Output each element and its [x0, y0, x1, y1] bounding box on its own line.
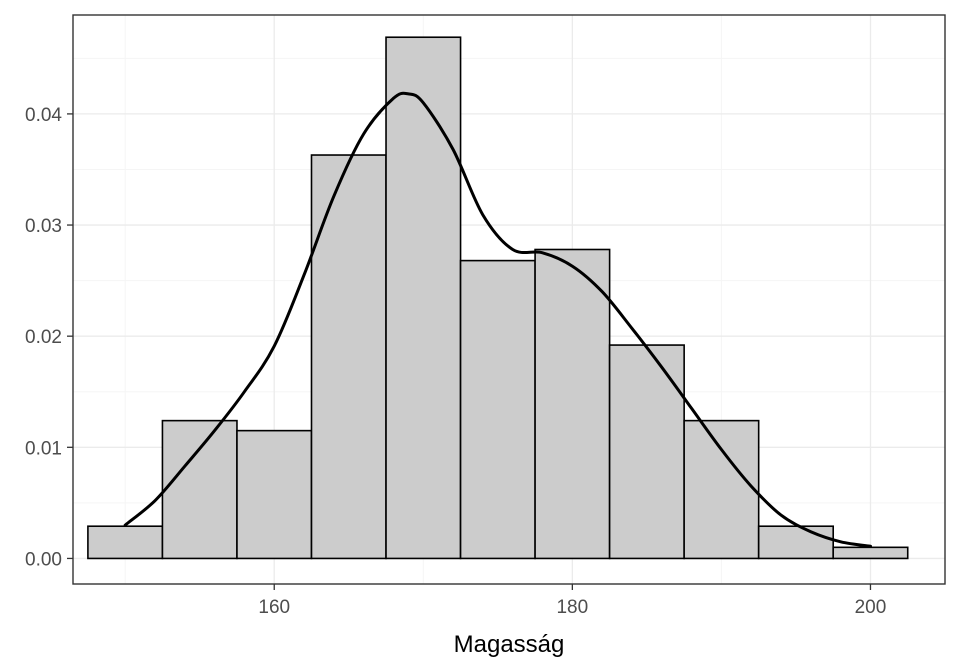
- histogram-bar: [459, 259, 536, 560]
- y-tick-label: 0.03: [25, 216, 62, 237]
- histogram-bar: [87, 525, 164, 560]
- histogram-bar: [310, 154, 387, 560]
- x-tick-label: 180: [556, 597, 588, 618]
- histogram-bar: [683, 419, 760, 560]
- y-tick-label: 0.00: [25, 549, 62, 570]
- histogram-bar: [832, 546, 909, 560]
- y-axis-ticks: 0.00 0.01 0.02 0.03 0.04: [25, 105, 73, 570]
- y-tick-label: 0.02: [25, 327, 62, 348]
- histogram-bar: [757, 525, 835, 560]
- y-tick-label: 0.04: [25, 105, 62, 126]
- panel-border: [72, 14, 946, 585]
- histogram-bar: [385, 36, 462, 560]
- x-tick-label: 200: [855, 597, 887, 618]
- y-tick-label: 0.01: [25, 438, 62, 459]
- density-curve: [123, 91, 872, 548]
- histogram-bar: [608, 344, 685, 560]
- x-axis-ticks: 160 180 200: [258, 584, 886, 618]
- x-tick-label: 160: [258, 597, 290, 618]
- x-axis-title: Magasság: [454, 631, 565, 658]
- histogram-bar: [534, 248, 611, 560]
- histogram-bar: [161, 419, 238, 560]
- histogram-bar: [236, 429, 313, 560]
